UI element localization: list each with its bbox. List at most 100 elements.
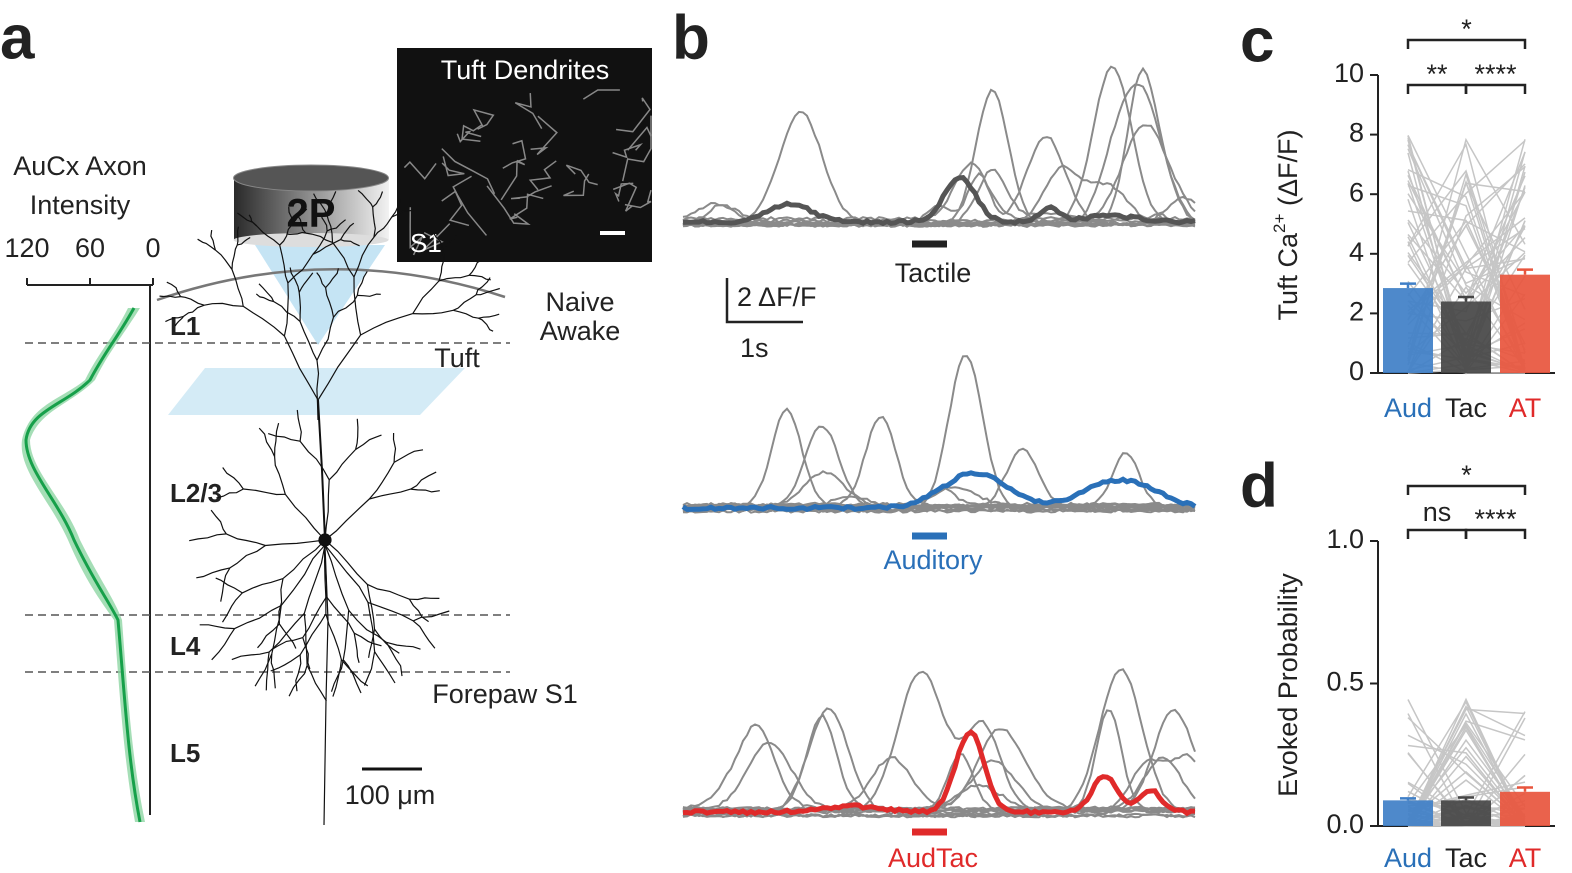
x-tick-label: AT <box>1509 393 1542 423</box>
dendrite-branch <box>174 316 184 327</box>
dendrite-branch <box>243 488 286 496</box>
individual-line <box>1407 193 1526 285</box>
dendrite-branch <box>325 268 339 288</box>
dendrite-branch <box>392 432 397 463</box>
dendrite-branch <box>236 226 239 245</box>
dendrite-branch <box>299 321 318 361</box>
dendrite <box>510 185 552 200</box>
dendrite <box>615 97 651 133</box>
dendrite <box>441 190 470 227</box>
dendrite-branch <box>328 449 357 481</box>
dendrite-branch <box>330 659 344 692</box>
dendrite-branch <box>303 613 308 666</box>
dendrite-branch <box>183 304 205 317</box>
dendrite-branch <box>442 234 458 252</box>
state-label: Naive <box>545 287 614 317</box>
dendrite-branch <box>258 283 275 302</box>
dendrite-branch <box>292 208 308 224</box>
dendrite <box>441 148 496 195</box>
dendrite-branch <box>353 633 360 663</box>
dendrite-branch <box>197 238 216 251</box>
dendrite-branch <box>287 253 314 284</box>
dendrite <box>486 185 531 226</box>
dendrite-branch <box>231 651 270 661</box>
dendrite-branch <box>237 236 251 246</box>
dendrite-branch <box>298 272 314 293</box>
trial-trace <box>682 83 1196 228</box>
dendrite-branch <box>313 193 328 215</box>
dendrite <box>422 223 451 252</box>
significance-bracket <box>1406 484 1527 495</box>
dendrite-branch <box>410 488 440 493</box>
significance-label: **** <box>1474 59 1517 89</box>
dendrite-branch <box>283 282 289 337</box>
dendrite-branch <box>298 292 302 322</box>
dendrite-branch <box>453 309 479 319</box>
dendrite-branch <box>279 244 289 284</box>
trial-trace <box>682 812 1196 818</box>
dendrite-branch <box>475 277 491 295</box>
mean-trace <box>682 175 1196 227</box>
y-tick-label: 0 <box>1349 356 1364 386</box>
dendrite-branch <box>476 287 500 296</box>
dendrite-branch <box>166 281 182 297</box>
y-axis-label-part: Tuft Ca <box>1273 232 1303 321</box>
dendrite-branch <box>226 533 266 547</box>
dendrite-branch <box>196 567 231 579</box>
stimulus-label: AudTac <box>888 843 978 873</box>
dendrite-branch <box>159 295 181 298</box>
bar <box>1500 274 1550 373</box>
dendrite-branch <box>469 274 491 281</box>
dendrite-branch <box>367 602 376 652</box>
dendrite-branch <box>299 440 330 481</box>
y-tick-label: 4 <box>1349 237 1364 267</box>
dendrite-branch <box>333 295 358 318</box>
x-tick-label: AT <box>1509 843 1542 873</box>
x-tick-label: 0 <box>145 233 160 263</box>
neuron <box>159 189 500 826</box>
dendrite-branch <box>478 313 500 319</box>
dendrite-branch <box>180 296 205 306</box>
dendrite-branch <box>303 544 326 614</box>
y-axis-label-part: Evoked Probability <box>1273 573 1303 797</box>
dendrite-branch <box>412 610 450 622</box>
dendrite-branch <box>242 578 284 594</box>
dendrite-branch <box>326 219 346 232</box>
x-tick-label: 60 <box>75 233 105 263</box>
dendrite-branch <box>288 207 294 224</box>
layer-label: L5 <box>170 738 200 768</box>
significance-label: **** <box>1474 504 1517 534</box>
dendrite-branch <box>271 605 282 655</box>
image-region: S1 <box>410 228 442 258</box>
panel-label: c <box>1240 6 1274 75</box>
dendrite-branch <box>299 613 327 656</box>
y-tick-label: 6 <box>1349 177 1364 207</box>
dendrite-branch <box>220 567 231 602</box>
dendrite-branch <box>340 239 360 247</box>
dendrite-branch <box>295 654 302 692</box>
dendrite-branch <box>438 274 470 282</box>
individual-line <box>1407 219 1526 295</box>
dendrite <box>612 182 638 212</box>
y-tick-label: 0.0 <box>1326 809 1364 839</box>
objective <box>233 164 389 247</box>
dendrite-branch <box>438 251 445 282</box>
dendrite-branch <box>363 651 376 686</box>
dendrite <box>514 93 543 130</box>
dendrite-branch <box>234 604 282 630</box>
dendrite-branch <box>296 214 307 234</box>
dendrite-branch <box>324 544 350 611</box>
dendrite-branch <box>279 222 294 246</box>
dendrite-branch <box>284 493 326 541</box>
dendrite-branch <box>452 294 477 311</box>
dendrite-branch <box>270 637 303 651</box>
stimulus-label: Tactile <box>895 258 972 288</box>
dendrite-branch <box>340 659 369 687</box>
dendrite-branch <box>412 309 454 315</box>
significance-label: ** <box>1426 59 1448 89</box>
trial-trace <box>682 508 1196 514</box>
dendrite <box>452 175 488 236</box>
bar <box>1383 288 1433 373</box>
dendrite-branch <box>312 239 341 255</box>
